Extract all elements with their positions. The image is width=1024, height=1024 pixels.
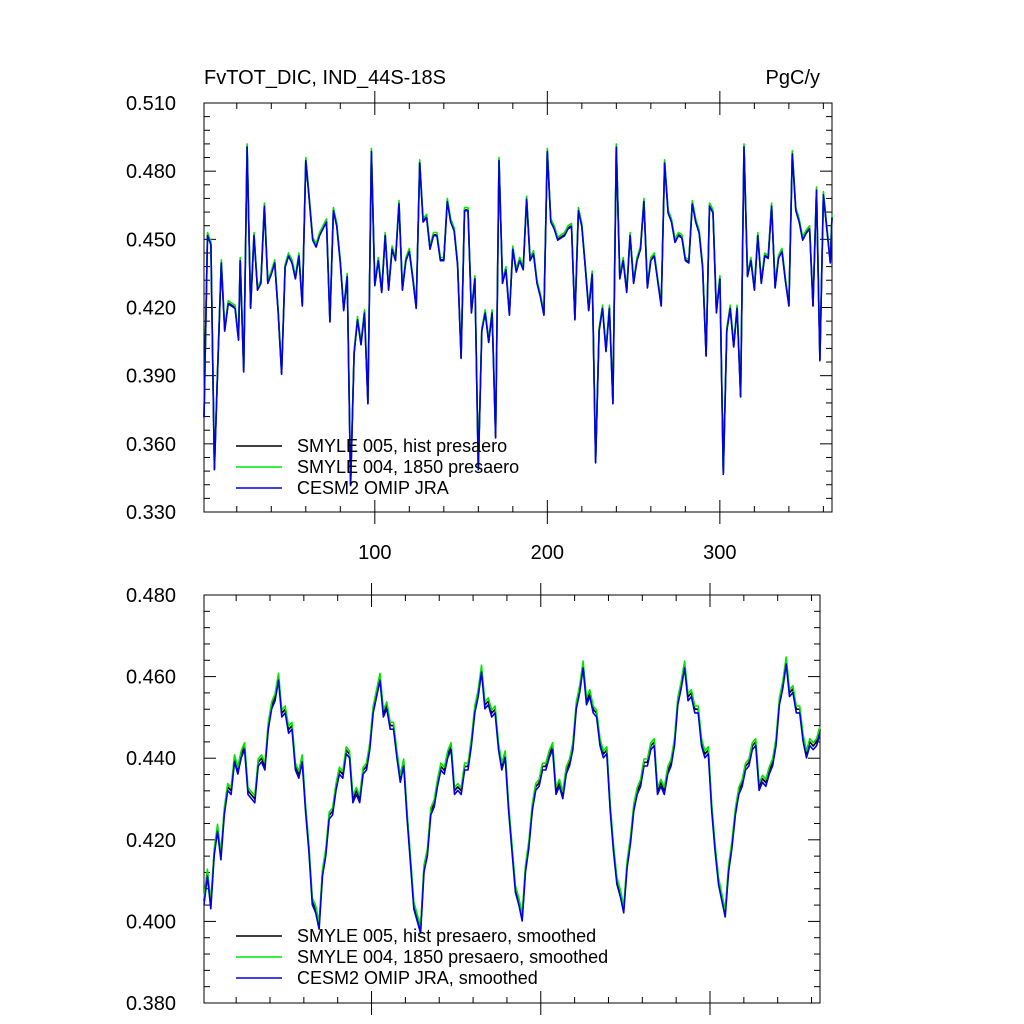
y-tick-label: 0.330 xyxy=(126,502,176,524)
legend-label-s004: SMYLE 004, 1850 presaero xyxy=(297,457,519,477)
legend-label-omip: CESM2 OMIP JRA xyxy=(297,478,449,498)
y-tick-label: 0.480 xyxy=(126,161,176,183)
legend-label-s005: SMYLE 005, hist presaero, smoothed xyxy=(297,926,596,946)
y-tick-label: 0.480 xyxy=(126,585,176,607)
legend-label-omip: CESM2 OMIP JRA, smoothed xyxy=(297,968,538,988)
y-tick-label: 0.510 xyxy=(126,93,176,115)
y-tick-label: 0.390 xyxy=(126,366,176,388)
x-tick-label: 200 xyxy=(531,542,564,564)
top-panel: 0.330 0.360 0.390 0.420 0.450 0.480 0.510 100 20… xyxy=(126,91,833,564)
y-tick-label: 0.380 xyxy=(126,993,176,1015)
y-tick-label: 0.420 xyxy=(126,830,176,852)
y-tick-label: 0.450 xyxy=(126,229,176,251)
y-tick-label: 0.360 xyxy=(126,434,176,456)
x-tick-label: 100 xyxy=(358,542,391,564)
y-tick-label: 0.460 xyxy=(126,667,176,689)
y-tick-label: 0.440 xyxy=(126,748,176,770)
series-line-omip xyxy=(203,146,833,487)
bottom-panel: 0.380 0.400 0.420 0.440 0.460 0.480 SMYLE 005,… xyxy=(126,583,821,1015)
legend-label-s005: SMYLE 005, hist presaero xyxy=(297,436,507,456)
legend-label-s004: SMYLE 004, 1850 presaero, smoothed xyxy=(297,947,608,967)
units-label: PgC/y xyxy=(766,67,820,89)
x-tick-label: 300 xyxy=(703,542,736,564)
chart-title: FvTOT_DIC, IND_44S-18S xyxy=(204,67,446,89)
y-tick-label: 0.400 xyxy=(126,911,176,933)
y-tick-label: 0.420 xyxy=(126,298,176,320)
plot-frame xyxy=(203,594,821,1004)
series-line-omip xyxy=(203,663,821,935)
